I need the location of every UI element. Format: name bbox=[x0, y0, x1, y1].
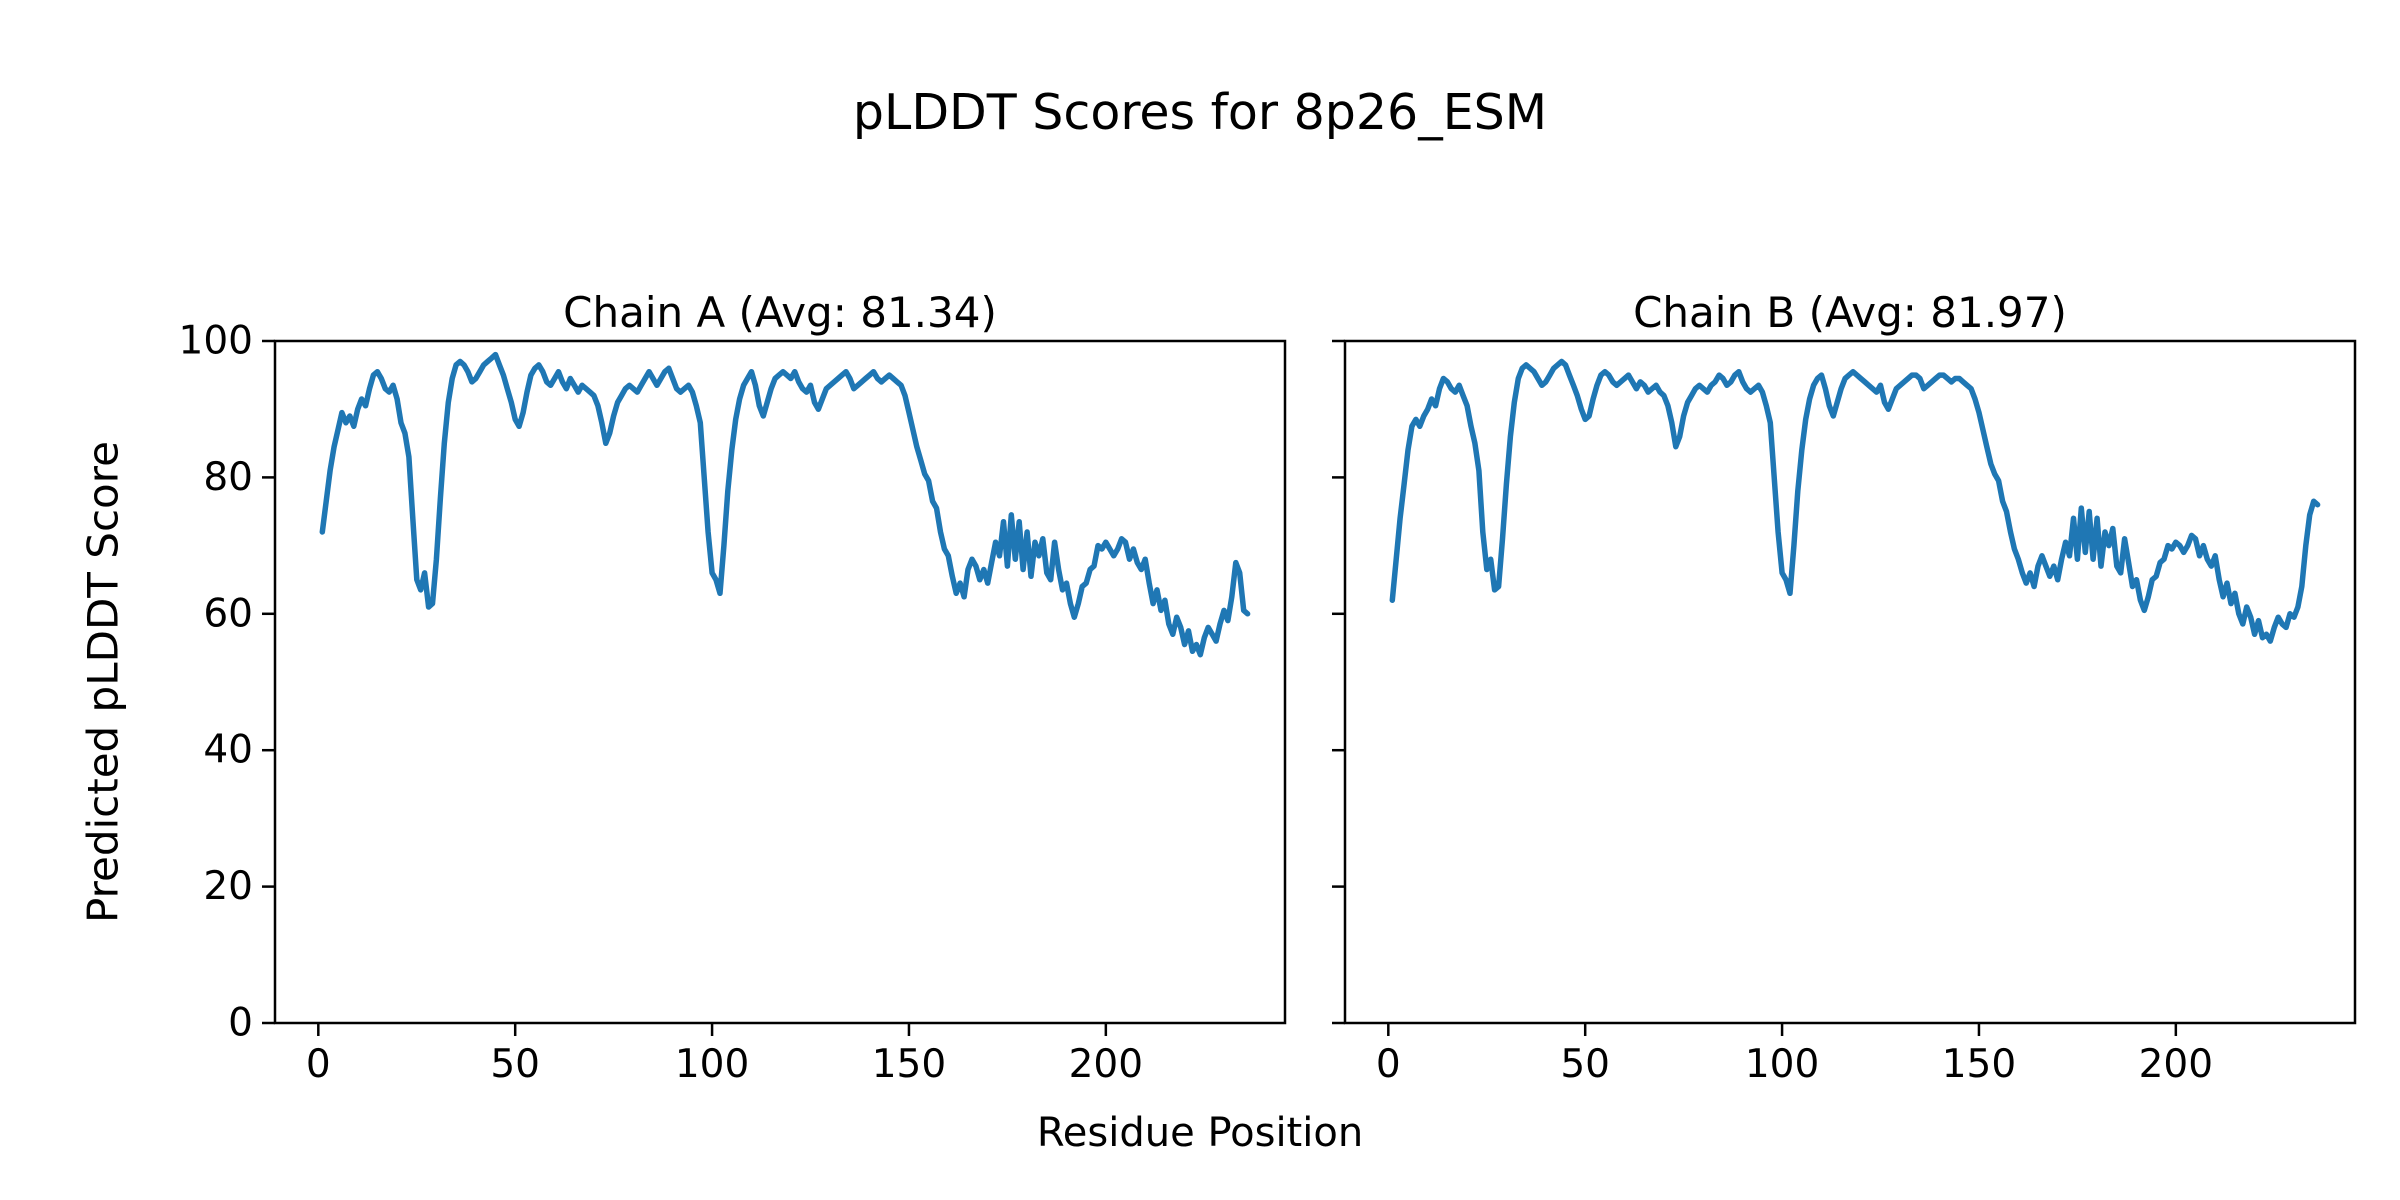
x-tick-label: 0 bbox=[1376, 1042, 1401, 1087]
plddt-line-chain-a bbox=[319, 351, 1251, 658]
x-tick-label: 100 bbox=[1745, 1042, 1819, 1087]
figure-title: pLDDT Scores for 8p26_ESM bbox=[852, 84, 1548, 141]
axes-spines-chain-b bbox=[1343, 339, 2357, 1025]
y-tick-label: 0 bbox=[228, 1001, 253, 1046]
y-tick-label: 20 bbox=[203, 864, 253, 909]
x-tick-label: 150 bbox=[1942, 1042, 2016, 1087]
x-tick-label: 0 bbox=[306, 1042, 331, 1087]
x-tick-label: 150 bbox=[872, 1042, 946, 1087]
x-axis-label: Residue Position bbox=[1036, 1110, 1364, 1156]
subplot-title-chain-b: Chain B (Avg: 81.97) bbox=[1633, 288, 2067, 337]
x-tick-label: 100 bbox=[675, 1042, 749, 1087]
axes-spines-chain-a bbox=[273, 339, 1287, 1025]
y-tick-label: 60 bbox=[203, 591, 253, 636]
y-tick-label: 40 bbox=[203, 728, 253, 773]
x-tick-label: 50 bbox=[1560, 1042, 1610, 1087]
subplot-title-chain-a: Chain A (Avg: 81.34) bbox=[563, 288, 997, 337]
x-tick-label: 200 bbox=[2139, 1042, 2213, 1087]
x-tick-label: 50 bbox=[490, 1042, 540, 1087]
y-tick-label: 100 bbox=[179, 319, 253, 364]
plddt-line-chain-b bbox=[1389, 358, 2321, 644]
y-tick-label: 80 bbox=[203, 455, 253, 500]
x-tick-label: 200 bbox=[1069, 1042, 1143, 1087]
